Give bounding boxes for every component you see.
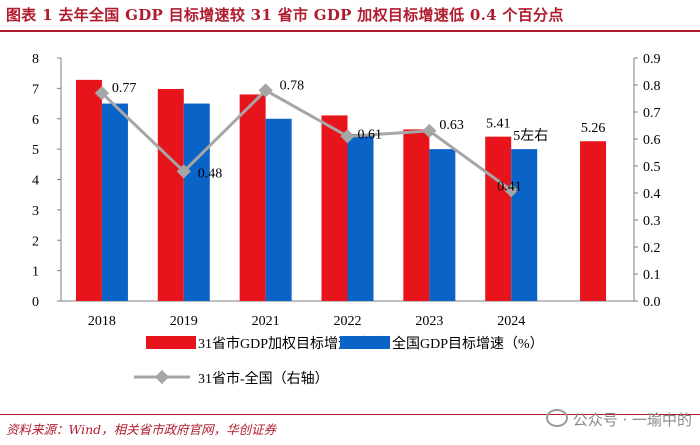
x-tick-label: 2018 xyxy=(88,314,116,329)
bar-national-target xyxy=(429,149,456,301)
x-tick-label: 2021 xyxy=(252,314,280,329)
right-tick-label: 0.7 xyxy=(643,106,661,121)
bar-national-target xyxy=(347,133,374,301)
bar-provincial-target xyxy=(157,88,184,301)
bar-provincial-target xyxy=(485,136,512,301)
x-tick-label: 2024 xyxy=(497,314,525,329)
left-tick-label: 5 xyxy=(32,143,39,158)
right-tick-label: 0.0 xyxy=(643,295,661,310)
right-tick-label: 0.5 xyxy=(643,160,661,175)
bar-provincial-target xyxy=(403,129,430,301)
watermark: 公众号 · 一瑜中的 xyxy=(545,409,692,430)
watermark-text: 公众号 · 一瑜中的 xyxy=(572,411,692,429)
bar-provincial-target xyxy=(321,115,348,301)
data-label: 0.61 xyxy=(358,127,383,142)
legend-swatch xyxy=(146,336,196,349)
right-tick-label: 0.4 xyxy=(643,187,661,202)
line-gap-series xyxy=(100,88,513,192)
data-label: 0.63 xyxy=(439,118,464,133)
bar-provincial-target xyxy=(75,79,102,302)
legend-marker xyxy=(154,369,170,385)
data-label: 0.41 xyxy=(497,179,522,194)
x-tick-label: 2023 xyxy=(415,314,443,329)
bar-national-target xyxy=(183,103,210,301)
legend-swatch xyxy=(340,336,390,349)
right-tick-label: 0.6 xyxy=(643,133,661,148)
left-tick-label: 1 xyxy=(32,265,39,280)
bar-national-target xyxy=(511,149,538,301)
legend-label: 31省市-全国（右轴） xyxy=(198,370,329,387)
x-tick-label: 2022 xyxy=(334,314,362,329)
line-gap-marker xyxy=(504,183,519,198)
bar-national-target xyxy=(265,118,292,301)
line-gap-marker xyxy=(176,164,191,179)
annotation-label: 5左右 xyxy=(513,128,548,144)
source-divider xyxy=(0,414,700,415)
data-label: 5.41 xyxy=(486,117,511,132)
legend-label: 全国GDP目标增速（%） xyxy=(392,335,544,352)
left-tick-label: 3 xyxy=(32,204,39,219)
right-tick-label: 0.3 xyxy=(643,214,661,229)
left-tick-label: 6 xyxy=(32,113,39,128)
x-tick-label: 2019 xyxy=(170,314,198,329)
data-label: 0.48 xyxy=(198,166,223,181)
left-tick-label: 7 xyxy=(32,82,39,97)
title-divider xyxy=(0,30,700,32)
left-tick-label: 0 xyxy=(32,295,39,310)
line-gap-marker xyxy=(422,123,437,138)
left-tick-label: 2 xyxy=(32,234,39,249)
line-gap-marker xyxy=(340,129,355,144)
data-label: 5.26 xyxy=(581,121,606,136)
right-tick-label: 0.8 xyxy=(643,79,661,94)
figure-title: 图表 1 去年全国 GDP 目标增速较 31 省市 GDP 加权目标增速低 0.… xyxy=(6,6,564,24)
right-tick-label: 0.9 xyxy=(643,52,661,67)
right-tick-label: 0.1 xyxy=(643,268,661,283)
source-note: 资料来源：Wind，相关省市政府官网，华创证券 xyxy=(6,422,277,437)
bar-national-target xyxy=(101,103,128,301)
right-tick-label: 0.2 xyxy=(643,241,661,256)
bar-provincial-target xyxy=(580,141,607,301)
left-tick-label: 8 xyxy=(32,52,39,67)
bar-provincial-target xyxy=(239,94,266,301)
data-label: 0.77 xyxy=(112,81,137,96)
wechat-icon xyxy=(545,409,568,427)
data-label: 0.78 xyxy=(280,78,305,93)
line-gap-marker xyxy=(258,83,273,98)
left-tick-label: 4 xyxy=(32,174,39,189)
